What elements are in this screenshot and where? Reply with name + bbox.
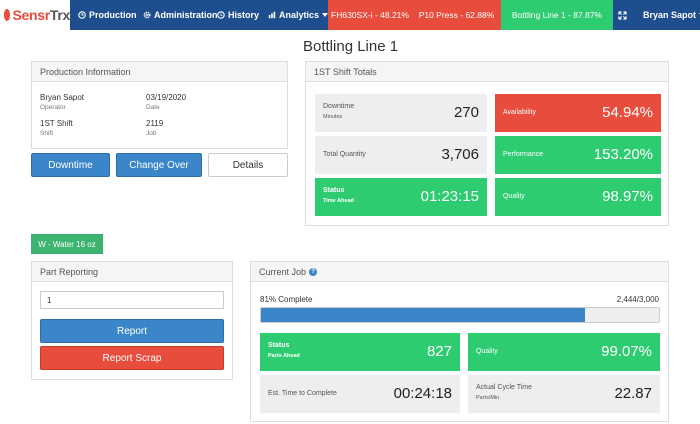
tile-label: Quality (476, 348, 498, 355)
panel-heading: Part Reporting (32, 262, 232, 282)
time-ahead-value: 01:23:15 (420, 188, 479, 205)
report-button[interactable]: Report (40, 319, 224, 343)
tile-label: Downtime (323, 103, 355, 110)
job-progress-bar (260, 307, 660, 323)
details-button[interactable]: Details (208, 153, 288, 177)
sensrtrx-logo[interactable]: SensrTrx (0, 0, 70, 30)
report-scrap-button[interactable]: Report Scrap (40, 346, 224, 370)
availability-tile: Availability 54.94% (495, 94, 661, 132)
logo-text: SensrTrx (12, 7, 70, 23)
tile-sublabel: Time Ahead (323, 198, 354, 204)
operator-value: Bryan Sapot (40, 93, 85, 102)
expand-icon (618, 10, 627, 20)
clock-icon (78, 11, 86, 19)
production-info-panel: Production Information Bryan Sapot Opera… (31, 61, 288, 149)
panel-heading: Production Information (32, 62, 287, 82)
date-label: Date (146, 104, 160, 111)
nav-analytics[interactable]: Analytics (268, 0, 331, 30)
job-quality-tile: Quality 99.07% (468, 333, 660, 371)
downtime-tile: Downtime Minutes 270 (315, 94, 487, 132)
nav-production[interactable]: Production (78, 0, 137, 30)
nav-history[interactable]: History (217, 0, 259, 30)
gear-logo-icon (4, 9, 11, 21)
total-quantity-value: 3,706 (441, 146, 479, 163)
panel-heading: Current Job ? (251, 262, 668, 282)
date-value: 03/19/2020 (146, 93, 187, 102)
tile-label: Actual Cycle Time (476, 384, 533, 391)
percent-complete-text: 81% Complete (260, 295, 313, 304)
shift-value: 1ST Shift (40, 119, 73, 128)
change-over-button[interactable]: Change Over (116, 153, 202, 177)
fullscreen-button[interactable] (618, 0, 630, 30)
tile-sublabel: Parts/Min. (476, 395, 501, 401)
tile-label: Quality (503, 193, 525, 200)
job-value: 2119 (146, 119, 164, 128)
downtime-button[interactable]: Downtime (31, 153, 110, 177)
shift-label: Shift (40, 130, 54, 137)
total-quantity-tile: Total Quantity 3,706 (315, 136, 487, 174)
job-product-tag[interactable]: W - Water 16 oz (31, 234, 103, 254)
est-time-value: 00:24:18 (393, 385, 452, 402)
parts-ahead-value: 827 (426, 343, 452, 360)
line-status-bottling-line-1[interactable]: Bottling Line 1 - 87.87% (501, 0, 613, 30)
line-status-fh630sx[interactable]: FH630SX-i - 48.21% (328, 0, 412, 30)
tile-sublabel: Minutes (323, 114, 343, 120)
tile-label: Total Quantity (323, 151, 366, 158)
cycle-time-tile: Actual Cycle Time Parts/Min. 22.87 (468, 375, 660, 413)
tile-label: Performance (503, 151, 544, 158)
panel-heading: 1ST Shift Totals (306, 62, 668, 82)
caret-down-icon (322, 13, 329, 17)
tile-label: Status (323, 187, 345, 194)
est-time-tile: Est. Time to Complete 00:24:18 (260, 375, 460, 413)
job-quality-value: 99.07% (601, 343, 652, 360)
performance-value: 153.20% (593, 146, 653, 163)
tile-label: Availability (503, 109, 536, 116)
shift-status-tile: Status Time Ahead 01:23:15 (315, 178, 487, 216)
shift-totals-panel: 1ST Shift Totals Downtime Minutes 270 Av… (305, 61, 669, 226)
availability-value: 54.94% (602, 104, 653, 121)
part-reporting-panel: Part Reporting 1 Report Report Scrap (31, 261, 233, 380)
help-icon[interactable]: ? (309, 267, 318, 276)
bar-chart-icon (268, 11, 276, 19)
gear-icon (143, 11, 151, 19)
job-label: Job (146, 130, 157, 137)
history-icon (217, 11, 225, 19)
quality-value: 98.97% (602, 188, 653, 205)
operator-label: Operator (40, 104, 66, 111)
current-job-panel: Current Job ? 81% Complete 2,444/3,000 S… (250, 261, 669, 422)
performance-tile: Performance 153.20% (495, 136, 661, 174)
nav-administration[interactable]: Administration (143, 0, 218, 30)
job-progress-fill (261, 308, 586, 322)
tile-label: Status (268, 342, 290, 349)
count-complete-text: 2,444/3,000 (616, 295, 659, 304)
shift-quality-tile: Quality 98.97% (495, 178, 661, 216)
quantity-input[interactable]: 1 (40, 291, 224, 309)
top-navbar: SensrTrx Production Administration Histo… (0, 0, 700, 30)
panel-title: Current Job (259, 266, 307, 277)
cycle-time-value: 22.87 (614, 385, 652, 402)
tile-label: Est. Time to Complete (268, 390, 337, 397)
page-title: Bottling Line 1 (303, 38, 399, 55)
tile-sublabel: Parts Ahead (268, 353, 300, 359)
downtime-value: 270 (453, 104, 479, 121)
user-menu[interactable]: Bryan Sapot (643, 0, 700, 30)
job-status-tile: Status Parts Ahead 827 (260, 333, 460, 371)
line-status-p10-press[interactable]: P10 Press - 62.88% (412, 0, 501, 30)
